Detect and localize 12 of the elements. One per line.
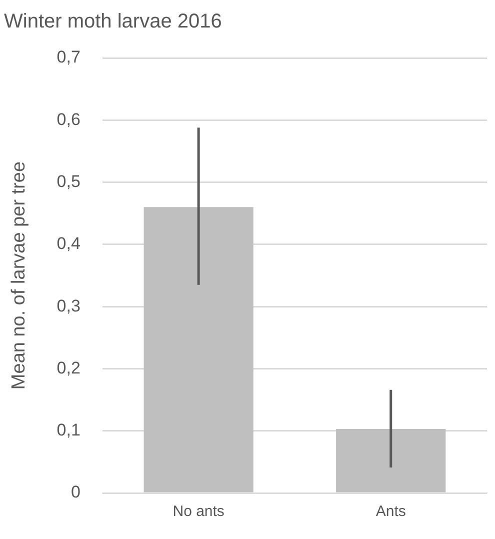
y-axis-title: Mean no. of larvae per tree (8, 161, 30, 390)
x-tick-label: No ants (172, 503, 224, 520)
y-tick-label: 0,6 (56, 110, 80, 129)
y-tick-label: 0,4 (56, 234, 80, 254)
y-tick-label: 0,7 (56, 48, 80, 67)
y-tick-label: 0,3 (56, 296, 80, 316)
chart-title: Winter moth larvae 2016 (4, 10, 222, 33)
y-tick-label: 0,2 (56, 358, 80, 378)
y-tick-label: 0 (70, 482, 80, 502)
y-tick-label: 0,5 (56, 172, 80, 191)
x-tick-label: Ants (376, 503, 406, 520)
y-tick-label: 0,1 (56, 420, 80, 440)
